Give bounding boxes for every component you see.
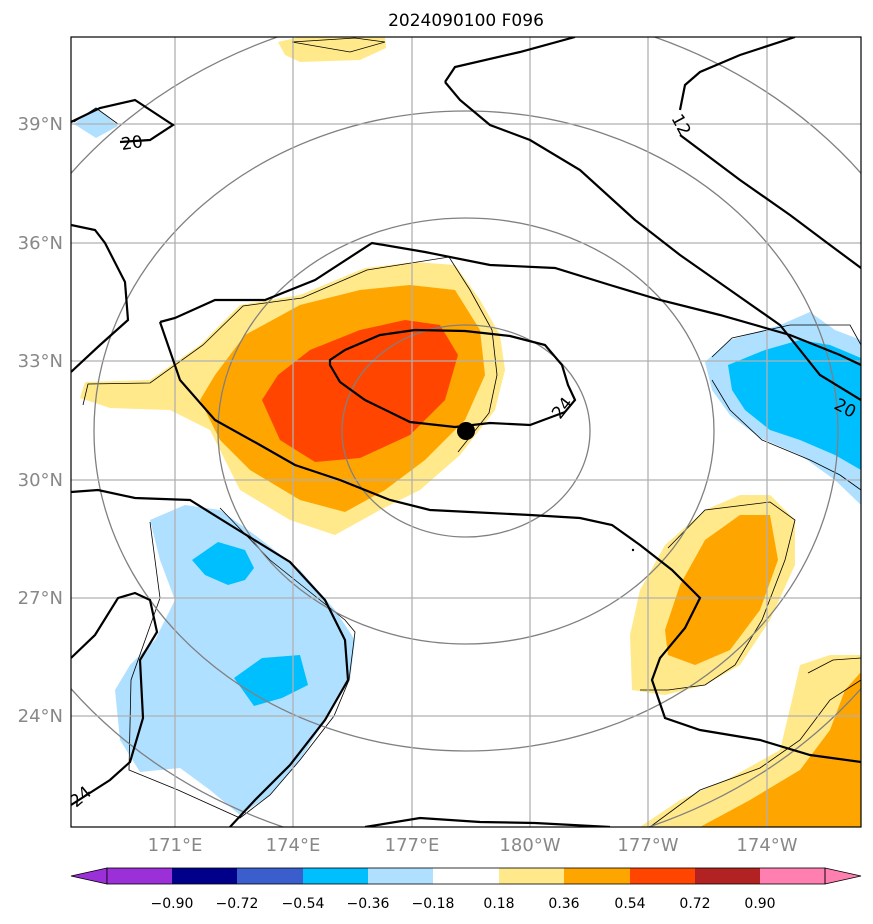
pos-region-central-inner [262, 320, 458, 462]
lon-label: 177°E [385, 835, 440, 856]
lat-label: 30°N [18, 470, 63, 491]
range-ring-2 [217, 217, 715, 645]
range-ring-1 [341, 324, 591, 538]
colorbar-tick-label: 0.54 [614, 896, 645, 912]
pos-region-north [278, 37, 386, 62]
lat-label: 33°N [18, 351, 63, 372]
colorbar-tick-label: 0.18 [483, 896, 514, 912]
station-dot [631, 548, 635, 552]
colorbar-segment [237, 868, 304, 884]
contour-24-south [158, 321, 861, 764]
figure-title: 2024090100 F096 [388, 11, 544, 31]
colorbar-tick-label: −0.90 [151, 896, 194, 912]
height-contours [71, 37, 861, 827]
colorbar-tick-label: 0.36 [548, 896, 579, 912]
lat-label: 27°N [18, 588, 63, 609]
contour-west-c [71, 591, 159, 806]
colorbar-tick-label: −0.18 [412, 896, 455, 912]
lon-label: 174°E [266, 835, 321, 856]
colorbar-segment [107, 868, 173, 884]
lon-label: 171°E [148, 835, 203, 856]
colorbar-segment [303, 868, 369, 884]
colorbar-tick-label: 0.90 [744, 896, 775, 912]
graticule [71, 37, 861, 827]
colorbar-tick-label: −0.36 [347, 896, 390, 912]
contour-20-northwest [71, 98, 176, 144]
contour-20-east [444, 37, 576, 83]
colorbar-tick-label: −0.72 [216, 896, 259, 912]
lat-label: 24°N [18, 706, 63, 727]
colorbar-segments [107, 868, 826, 884]
contour-12-descent [679, 134, 861, 269]
colorbar: −0.90 −0.72 −0.54 −0.36 −0.18 0.18 0.36 0.54 0.7… [70, 867, 862, 912]
pos-region-southeast-mid [700, 672, 861, 827]
colorbar-extend-low [70, 867, 108, 885]
colorbar-tick-label: −0.54 [282, 896, 325, 912]
contour-24-north [159, 241, 861, 366]
colorbar-segment [695, 868, 761, 884]
longitude-labels: 171°E 174°E 177°E 180°W 177°W 174°W [148, 835, 798, 856]
contour-20-mid [444, 81, 861, 401]
colorbar-segment [760, 868, 826, 884]
colorbar-segment [564, 868, 631, 884]
range-rings [71, 37, 861, 827]
pos-region-east-mid [665, 515, 778, 665]
colorbar-segment [499, 868, 565, 884]
contour-west-b [71, 488, 350, 827]
colorbar-segment [630, 868, 696, 884]
colorbar-ticks: −0.90 −0.72 −0.54 −0.36 −0.18 0.18 0.36 0.54 0.7… [151, 896, 776, 912]
range-ring-3 [93, 110, 839, 752]
latitude-labels: 39°N 36°N 33°N 30°N 27°N 24°N [18, 114, 63, 727]
colorbar-segment [172, 868, 238, 884]
colorbar-tick-label: 0.72 [679, 896, 710, 912]
storm-center-marker [457, 422, 475, 440]
lat-label: 36°N [18, 233, 63, 254]
contour-west-a [71, 223, 130, 373]
contour-label-20-northwest: 20 [120, 132, 144, 155]
contour-24-inner-loop [328, 328, 577, 429]
neg-region-northwest [74, 107, 118, 138]
colorbar-segment [433, 868, 500, 884]
plot-frame [70, 36, 862, 828]
colorbar-frame [106, 867, 826, 885]
contour-south-edge [364, 816, 611, 827]
lat-label: 39°N [18, 114, 63, 135]
colorbar-extend-high [824, 867, 862, 885]
neg-region-east-core [728, 340, 861, 470]
lon-label: 180°W [499, 835, 560, 856]
colorbar-segment [368, 868, 434, 884]
contour-12-line [678, 37, 796, 111]
lon-label: 177°W [617, 835, 678, 856]
map-plot-area: 20 12 20 24 24 [71, 37, 861, 827]
lon-label: 174°W [736, 835, 797, 856]
neg-region-southwest-core-a [192, 542, 254, 585]
